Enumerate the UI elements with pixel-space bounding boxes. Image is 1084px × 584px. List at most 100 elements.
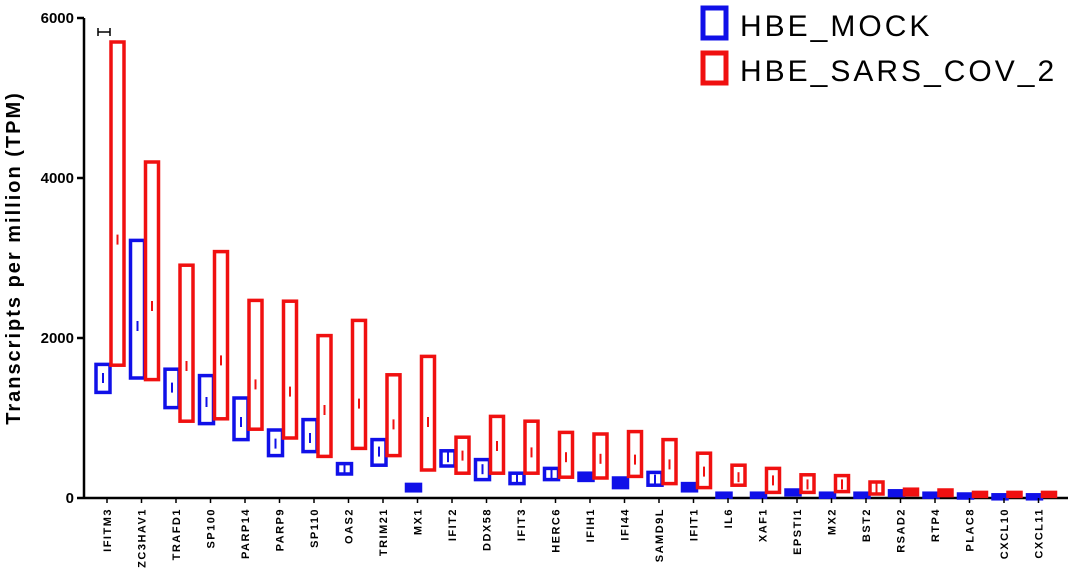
box-mock-bst2 [853, 491, 871, 499]
x-tick-label: DDX58 [482, 508, 494, 551]
y-tick-label: 0 [66, 490, 74, 507]
x-tick-label: IFIT3 [516, 508, 528, 541]
box-mock-zc3hav1 [128, 238, 147, 380]
box-mock-herc6 [542, 466, 561, 482]
x-tick-label: MX2 [827, 508, 839, 535]
box-rect [419, 354, 437, 472]
x-tick-label: CXCL11 [1034, 508, 1046, 559]
x-tick-label: MX1 [413, 508, 425, 535]
box-mock-samd9l [646, 470, 664, 487]
box-sars-mx2 [833, 473, 851, 494]
box-rect [902, 487, 920, 497]
box-rect [281, 299, 299, 440]
legend-label-sars: HBE_SARS_COV_2 [740, 55, 1057, 88]
box-sars-sp110 [316, 333, 333, 459]
box-mock-trim21 [370, 437, 388, 467]
box-sars-il6 [730, 463, 747, 487]
box-rect [991, 493, 1009, 501]
box-mock-ifit2 [439, 449, 457, 468]
x-tick-label: BST2 [861, 508, 873, 542]
x-tick-label: SP110 [309, 508, 321, 548]
box-sars-trafd1 [178, 263, 195, 423]
box-rect [818, 491, 837, 499]
x-tick-label: PLAC8 [965, 508, 977, 552]
box-mock-cxcl11 [1025, 493, 1044, 501]
box-mock-trafd1 [163, 367, 181, 410]
box-mock-parp9 [266, 428, 285, 458]
box-mock-ifit3 [508, 471, 526, 486]
box-rect [247, 298, 264, 431]
x-tick-label: PARP9 [275, 508, 287, 551]
box-rect [956, 492, 975, 500]
box-sars-oas2 [350, 318, 368, 451]
box-rect [178, 263, 195, 423]
box-sars-ifit1 [695, 451, 713, 490]
x-tick-label: HERC6 [551, 508, 563, 553]
box-sars-parp9 [281, 299, 299, 440]
box-sars-cxcl11 [1040, 490, 1058, 499]
legend-swatch-mock [700, 5, 729, 41]
box-mock-parp14 [232, 396, 250, 442]
x-tick-label: PARP14 [240, 508, 252, 559]
box-sars-ifi44 [626, 429, 644, 479]
box-rect [937, 488, 954, 498]
box-rect [784, 488, 802, 497]
box-sars-plac8 [971, 490, 989, 499]
box-rect [404, 482, 423, 493]
legend-label-mock: HBE_MOCK [740, 10, 932, 43]
x-tick-label: TRIM21 [378, 508, 390, 556]
box-mock-ifi44 [611, 476, 630, 490]
legend: HBE_MOCK HBE_SARS_COV_2 [700, 5, 1057, 88]
box-mock-rtp4 [922, 491, 940, 499]
box-mock-ifitm3 [94, 362, 112, 395]
box-mock-cxcl10 [991, 493, 1009, 501]
x-tick-label: TRAFD1 [171, 508, 183, 560]
x-tick-label: EPSTI1 [792, 508, 804, 555]
x-tick-label: IFIH1 [585, 508, 597, 542]
box-sars-ifit2 [454, 435, 471, 475]
x-tick-label: IFI44 [620, 508, 632, 541]
box-rect [1006, 490, 1023, 499]
y-axis-label: Transcripts per million (TPM) [3, 91, 25, 425]
box-rect [971, 490, 989, 499]
box-sars-ifit3 [523, 419, 540, 475]
box-mock-sp100 [197, 373, 216, 426]
box-sars-ddx58 [488, 414, 506, 475]
box-sars-mx1 [419, 354, 437, 472]
x-tick-label: ZC3HAV1 [137, 508, 149, 568]
box-rect [350, 318, 368, 451]
box-rect [143, 160, 161, 382]
box-rect [577, 471, 595, 483]
category-labels: IFITM3 ZC3HAV1 TRAFD1 SP100 PARP14 PARP9 SP110… [102, 498, 1046, 568]
box-sars-rsad2 [902, 487, 920, 497]
box-rect [611, 476, 630, 490]
x-tick-label: RTP4 [930, 508, 942, 542]
box-mock-sp110 [301, 417, 319, 454]
x-tick-label: CXCL10 [999, 508, 1011, 559]
legend-swatch-sars [700, 50, 729, 86]
box-mock-il6 [715, 491, 733, 499]
box-sars-zc3hav1 [143, 160, 161, 382]
box-sars-rtp4 [937, 488, 954, 498]
x-tick-label: RSAD2 [896, 508, 908, 553]
x-tick-label: IFITM3 [102, 508, 114, 552]
box-mock-xaf1 [749, 491, 768, 499]
x-tick-label: IL6 [723, 508, 735, 528]
box-rect [749, 491, 768, 499]
box-mock-rsad2 [887, 489, 906, 498]
legend-item-sars: HBE_SARS_COV_2 [700, 50, 1057, 88]
y-tick-label: 4000 [41, 170, 74, 187]
y-tick-label: 2000 [41, 330, 74, 347]
box-rect [887, 489, 906, 498]
x-tick-label: IFIT1 [689, 508, 701, 541]
box-rect [922, 491, 940, 499]
box-sars-epsti1 [799, 473, 816, 495]
y-tick-label: 6000 [41, 10, 74, 27]
box-sars-parp14 [247, 298, 264, 431]
box-rect [715, 491, 733, 499]
box-rect [109, 40, 126, 367]
x-tick-label: XAF1 [758, 508, 770, 542]
box-rect [853, 491, 871, 499]
box-rect [680, 481, 699, 493]
